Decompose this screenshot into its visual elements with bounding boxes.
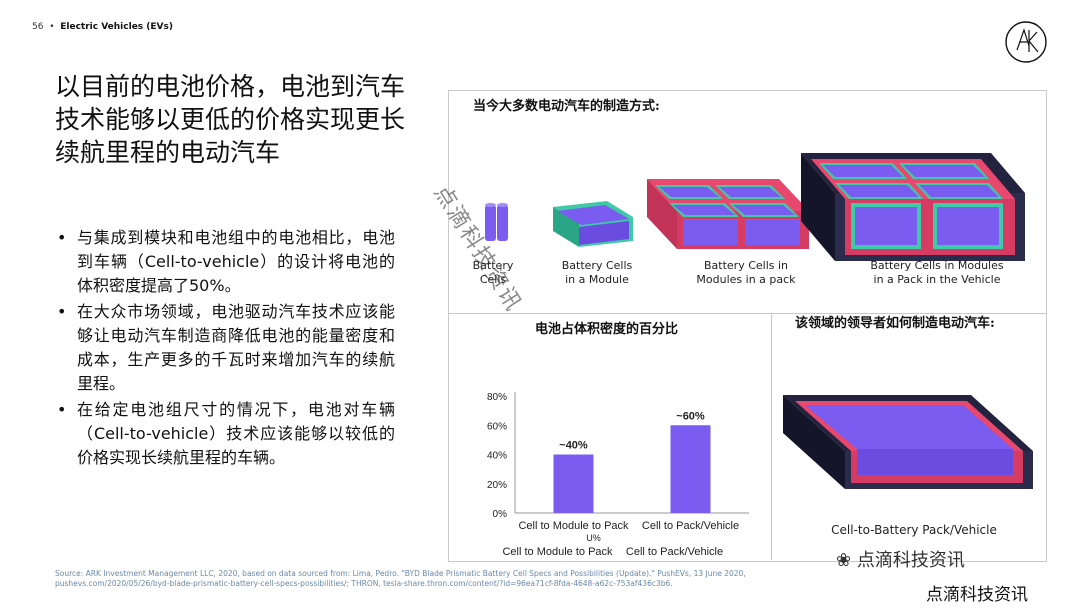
volumetric-density-chart: 0% 20% 40% 60% 80% ~40% Cell to Module to Pack…	[487, 392, 749, 558]
panel-top-title: 当今大多数电动汽车的制造方式:	[473, 99, 660, 114]
caption-battery-cells: Battery Cells	[472, 259, 514, 286]
source-footnote: Source: ARK Investment Management LLC, 2…	[55, 569, 746, 588]
caption-cells-in-modules-pack: Battery Cells in Modules in a pack	[696, 259, 796, 286]
battery-illustrations	[485, 153, 1025, 261]
section-title: Electric Vehicles (EVs)	[60, 22, 173, 32]
slide-title: 以目前的电池价格，电池到汽车技术能够以更低的价格实现更长续航里程的电动汽车	[55, 72, 406, 167]
x-tick-stray-label: U%	[586, 533, 601, 543]
x-tick-label: Cell to Module to Pack	[518, 520, 629, 532]
header-separator: •	[49, 22, 55, 32]
bullet-list: 与集成到模块和电池组中的电池相比，电池到车辆（Cell-to-vehicle）的…	[55, 226, 395, 472]
battery-module-graphic	[553, 201, 633, 247]
watermark-corner-top: ❀ 点滴科技资讯	[836, 550, 965, 571]
battery-pack-graphic	[647, 179, 809, 249]
caption-cells-in-module: Battery Cells in a Module	[561, 259, 633, 286]
chart-title: 电池占体积密度的百分比	[535, 322, 679, 337]
x-tick-label-secondary: Cell to Pack/Vehicle	[626, 546, 723, 558]
bar-data-label: ~40%	[559, 440, 588, 452]
y-tick-label: 40%	[487, 451, 507, 462]
leader-title: 该领域的领导者如何制造电动汽车:	[795, 316, 995, 331]
slide-header: 56 • Electric Vehicles (EVs)	[32, 22, 173, 32]
infographic-panel: 当今大多数电动汽车的制造方式:	[448, 90, 1047, 562]
bar-data-label: ~60%	[676, 410, 705, 422]
ark-logo-icon	[1005, 21, 1047, 63]
wechat-icon: ❀	[836, 550, 852, 571]
bullet-item: 在给定电池组尺寸的情况下，电池对车辆（Cell-to-vehicle）技术应该能…	[55, 398, 395, 470]
battery-vehicle-graphic	[801, 153, 1025, 261]
chart-bar	[670, 425, 711, 513]
watermark-corner-bottom: 点滴科技资讯	[926, 585, 1028, 605]
caption-cells-in-vehicle: Battery Cells in Modules in a Pack in th…	[870, 259, 1004, 286]
leader-caption: Cell-to-Battery Pack/Vehicle	[831, 523, 997, 537]
battery-cells-graphic	[485, 203, 508, 241]
panel-divider-horizontal	[449, 313, 1046, 314]
panel-divider-vertical	[771, 313, 772, 560]
bullet-item: 与集成到模块和电池组中的电池相比，电池到车辆（Cell-to-vehicle）的…	[55, 226, 395, 298]
cell-to-pack-graphic	[783, 395, 1033, 489]
y-tick-label: 0%	[493, 509, 508, 520]
x-tick-label: Cell to Pack/Vehicle	[642, 520, 739, 532]
x-tick-label-secondary: Cell to Module to Pack	[502, 546, 613, 558]
page-number: 56	[32, 22, 44, 32]
chart-bar	[553, 454, 594, 513]
y-tick-label: 80%	[487, 392, 507, 403]
y-tick-label: 20%	[487, 480, 507, 491]
bullet-item: 在大众市场领域，电池驱动汽车技术应该能够让电动汽车制造商降低电池的能量密度和成本…	[55, 300, 395, 396]
y-tick-label: 60%	[487, 421, 507, 432]
